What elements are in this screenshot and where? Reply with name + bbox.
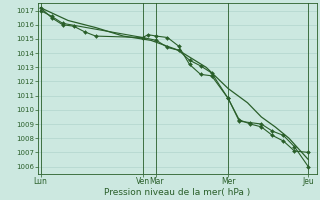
X-axis label: Pression niveau de la mer( hPa ): Pression niveau de la mer( hPa ) [104, 188, 250, 197]
